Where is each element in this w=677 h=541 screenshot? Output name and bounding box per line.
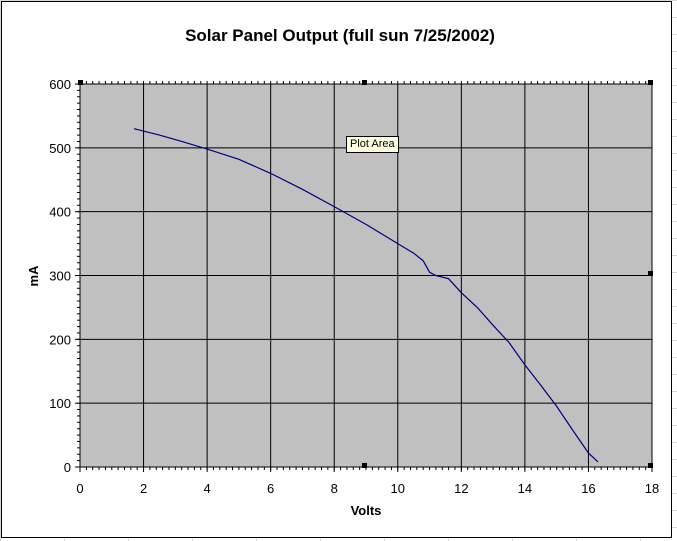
- x-tick-label: 10: [391, 481, 405, 496]
- plot-handle-top-left[interactable]: [78, 80, 83, 85]
- x-tick-label: 12: [454, 481, 468, 496]
- y-tick-label: 100: [49, 396, 71, 411]
- x-tick-label: 0: [76, 481, 83, 496]
- x-tick-labels: 0 2 4 6 8 10 12 14 16 18: [76, 481, 659, 496]
- plot-handle-top-right[interactable]: [648, 80, 653, 85]
- y-tick-label: 600: [49, 77, 71, 92]
- y-tick-label: 400: [49, 205, 71, 220]
- y-axis-title: mA: [26, 265, 41, 287]
- plot-handle-top-middle[interactable]: [362, 80, 367, 85]
- x-tick-label: 2: [140, 481, 147, 496]
- y-tick-label: 0: [64, 460, 71, 475]
- y-tick-labels: 0 100 200 300 400 500 600: [49, 77, 71, 475]
- y-tick-label: 500: [49, 141, 71, 156]
- x-tick-label: 4: [203, 481, 210, 496]
- y-tick-label: 200: [49, 332, 71, 347]
- chart-title: Solar Panel Output (full sun 7/25/2002): [185, 26, 495, 45]
- x-axis-title: Volts: [351, 503, 382, 518]
- plot-handle-bottom-right[interactable]: [648, 463, 653, 468]
- series-line: [133, 128, 599, 463]
- x-tick-label: 16: [581, 481, 595, 496]
- minor-ticks: [77, 81, 653, 470]
- y-tick-label: 300: [49, 269, 71, 284]
- x-tick-label: 14: [518, 481, 532, 496]
- x-tick-label: 8: [331, 481, 338, 496]
- plot-handle-bottom-middle[interactable]: [362, 463, 367, 468]
- chart-svg: 0 2 4 6 8 10 12 14 16 18 0 100 200 300 400 500 600 Sola…: [26, 26, 659, 518]
- plot-handle-middle-right[interactable]: [648, 271, 653, 276]
- x-tick-label: 18: [645, 481, 659, 496]
- x-tick-label: 6: [267, 481, 274, 496]
- plot-area-tooltip: Plot Area: [346, 136, 399, 153]
